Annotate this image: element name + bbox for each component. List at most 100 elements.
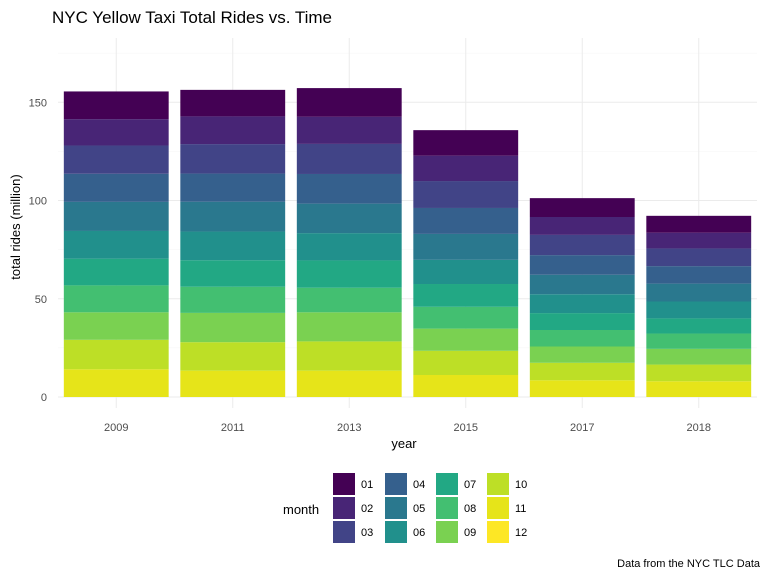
legend-swatch	[487, 473, 509, 495]
legend-swatch	[385, 473, 407, 495]
bar-segment-2009-03	[63, 145, 169, 174]
bar-segment-2015-07	[413, 284, 519, 307]
legend-label: 02	[361, 503, 373, 515]
chart-title: NYC Yellow Taxi Total Rides vs. Time	[52, 8, 332, 27]
bar-segment-2011-03	[180, 144, 286, 174]
bar-segment-2009-02	[63, 119, 169, 146]
x-axis-ticks: 2009 2011 2013 2015 2017 2018	[104, 422, 711, 434]
legend-swatch	[385, 521, 407, 543]
bar-segment-2017-05	[529, 274, 635, 295]
bar-segment-2011-05	[180, 201, 286, 232]
bar-segment-2017-06	[529, 294, 635, 314]
bar-segment-2015-08	[413, 306, 519, 329]
x-axis-label: year	[391, 436, 417, 451]
bar-segment-2013-09	[296, 312, 402, 342]
bar-segment-2009-04	[63, 173, 169, 202]
y-axis-label: total rides (million)	[8, 174, 23, 279]
bar-segment-2018-07	[646, 318, 752, 334]
legend-label: 04	[413, 479, 425, 491]
legend-item-03: 03	[333, 521, 373, 543]
bar-segment-2017-09	[529, 346, 635, 363]
y-tick-label: 100	[29, 196, 47, 208]
legend-swatch	[436, 521, 458, 543]
bar-segment-2017-02	[529, 217, 635, 235]
bar-segment-2017-04	[529, 255, 635, 275]
legend-label: 08	[464, 503, 476, 515]
bar-segment-2009-09	[63, 312, 169, 340]
x-tick-label: 2017	[570, 422, 594, 434]
bar-segment-2017-01	[529, 198, 635, 218]
bar-segment-2013-04	[296, 173, 402, 204]
y-axis-ticks: 0 50 100 150	[29, 97, 47, 404]
legend-swatch	[333, 521, 355, 543]
bar-segment-2011-01	[180, 89, 286, 117]
legend-label: 01	[361, 479, 373, 491]
bar-segment-2015-03	[413, 181, 519, 208]
legend-item-01: 01	[333, 473, 373, 495]
bar-segment-2018-06	[646, 301, 752, 319]
y-tick-label: 50	[35, 294, 47, 306]
bar-segment-2011-06	[180, 231, 286, 261]
bar-segment-2015-04	[413, 207, 519, 234]
legend-swatch	[487, 497, 509, 519]
y-tick-label: 0	[41, 392, 47, 404]
bar-segment-2017-08	[529, 329, 635, 347]
y-tick-label: 150	[29, 97, 47, 109]
bar-segment-2009-01	[63, 91, 169, 120]
legend-label: 07	[464, 479, 476, 491]
bar-segment-2009-05	[63, 201, 169, 231]
bar-segment-2013-03	[296, 143, 402, 174]
legend-swatch	[385, 497, 407, 519]
bar-segment-2017-03	[529, 234, 635, 256]
bar-segment-2018-04	[646, 266, 752, 284]
legend-label: 05	[413, 503, 425, 515]
x-tick-label: 2015	[454, 422, 478, 434]
legend-label: 06	[413, 527, 425, 539]
legend-item-10: 10	[487, 473, 527, 495]
legend-item-11: 11	[487, 497, 526, 519]
bar-segment-2011-08	[180, 286, 286, 313]
legend-swatch	[487, 521, 509, 543]
legend-swatch	[333, 497, 355, 519]
bar-segment-2011-11	[180, 370, 286, 397]
bar-segment-2013-11	[296, 370, 402, 397]
legend-swatch	[436, 497, 458, 519]
legend-swatch	[333, 473, 355, 495]
legend-label: 12	[515, 527, 527, 539]
bar-segment-2011-10	[180, 342, 286, 371]
bar-segment-2013-08	[296, 287, 402, 313]
bar-segment-2017-11	[529, 380, 635, 397]
bar-segment-2018-02	[646, 232, 752, 249]
legend: 01 02 03 04 05 06 07 08 09 10 11 12	[333, 473, 527, 543]
bar-segment-2018-05	[646, 283, 752, 302]
legend-item-07: 07	[436, 473, 476, 495]
bar-segment-2009-07	[63, 258, 169, 286]
bar-segment-2015-01	[413, 130, 519, 156]
legend-item-04: 04	[385, 473, 425, 495]
bar-segment-2009-06	[63, 230, 169, 259]
legend-title: month	[283, 502, 319, 517]
bar-segment-2018-08	[646, 333, 752, 349]
bar-segment-2009-08	[63, 285, 169, 313]
bar-segment-2018-03	[646, 248, 752, 267]
bar-segment-2013-01	[296, 88, 402, 117]
caption: Data from the NYC TLC Data	[617, 558, 761, 570]
bar-segment-2011-09	[180, 312, 286, 343]
bar-segment-2018-09	[646, 348, 752, 365]
bar-segment-2015-05	[413, 233, 519, 260]
bar-segment-2009-10	[63, 339, 169, 370]
bar-segment-2013-02	[296, 116, 402, 144]
legend-item-06: 06	[385, 521, 425, 543]
bar-segment-2009-11	[63, 369, 169, 397]
bar-segment-2015-10	[413, 350, 519, 375]
bar-segment-2018-01	[646, 215, 752, 233]
bar-segment-2015-02	[413, 155, 519, 182]
legend-item-02: 02	[333, 497, 373, 519]
bars	[63, 88, 752, 397]
bar-segment-2015-09	[413, 328, 519, 351]
bar-segment-2018-11	[646, 381, 752, 397]
bar-segment-2017-07	[529, 313, 635, 330]
bar-segment-2013-10	[296, 341, 402, 371]
bar-segment-2013-05	[296, 203, 402, 234]
